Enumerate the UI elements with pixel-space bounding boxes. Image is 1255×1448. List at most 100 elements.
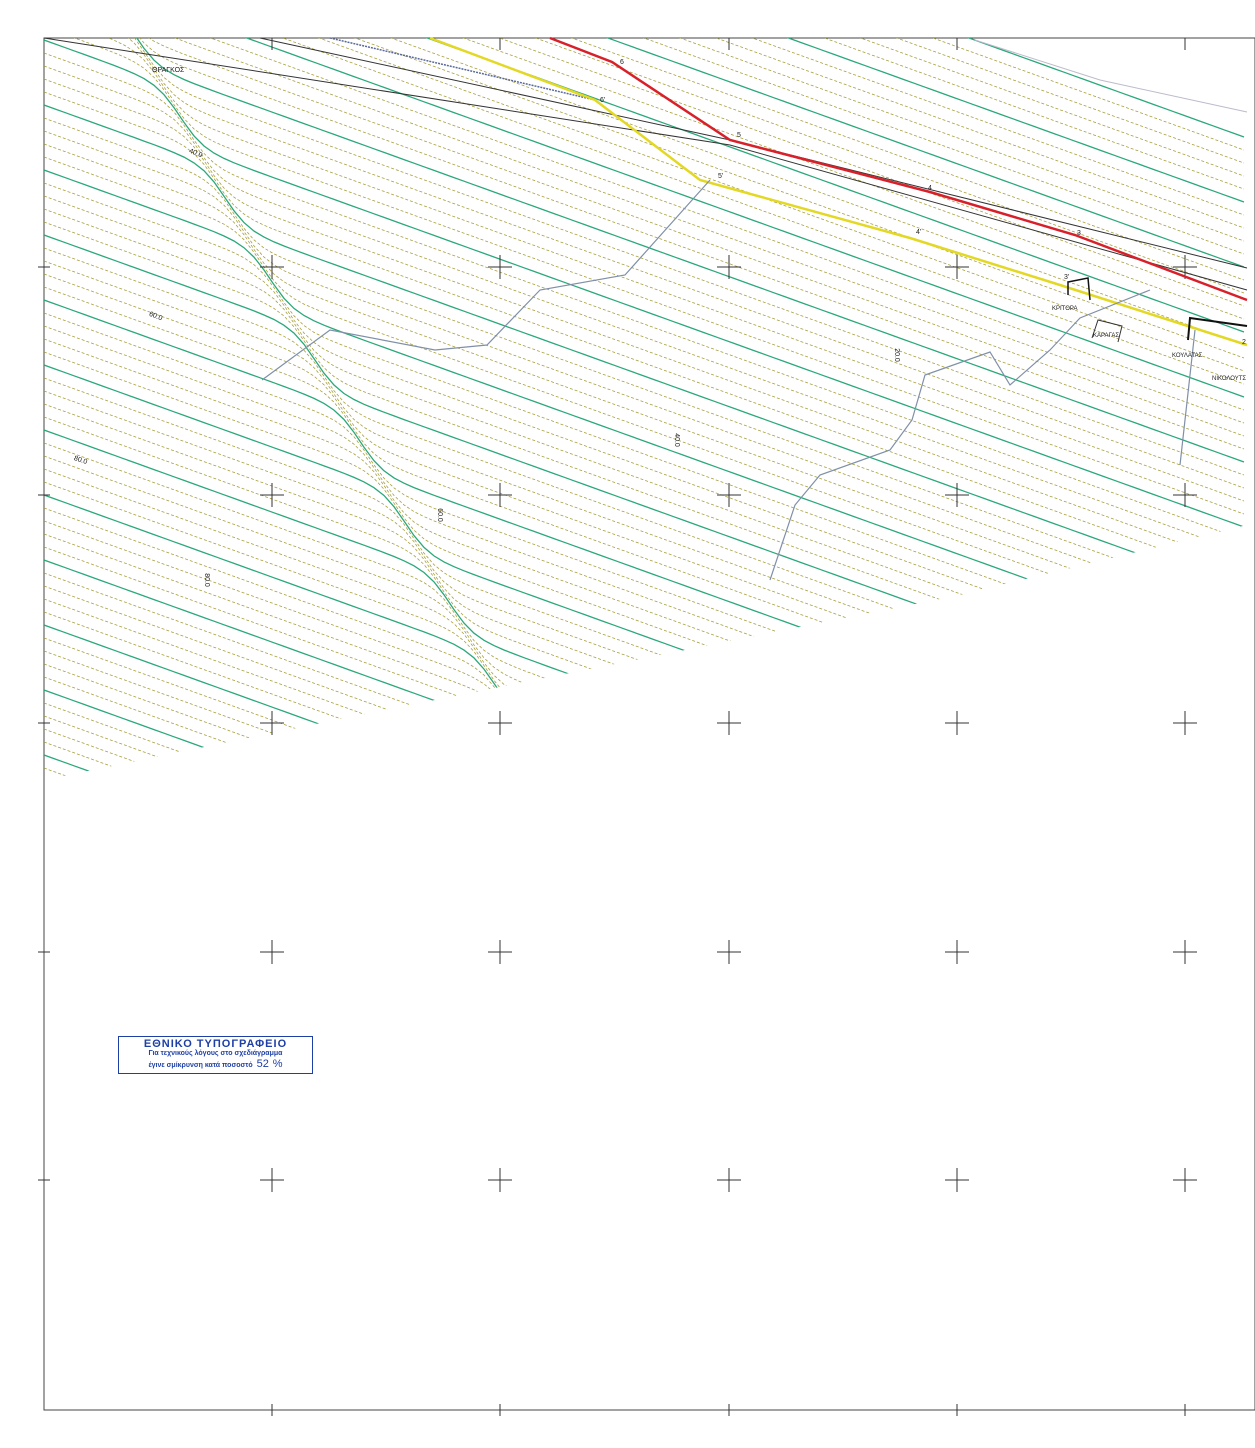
- owner-label: ΚΑΡΑΓΑΣ: [1093, 333, 1119, 339]
- contour: [44, 507, 1245, 780]
- contour-label: 60.0: [148, 311, 163, 323]
- index-contour: [44, 38, 1245, 333]
- contour: [44, 38, 1245, 385]
- index-contour: [44, 754, 1245, 780]
- contour: [44, 38, 1245, 151]
- stamp-unit: %: [272, 1058, 283, 1070]
- contour: [44, 91, 1245, 580]
- labels: ΘΡΑΓΚΟΣ 40.0 60.0 80.0 20.0 40.0 60.0 80.0 6 5 4 3…: [73, 59, 1246, 587]
- index-contour: [44, 559, 1245, 780]
- point-label: 3': [1064, 274, 1069, 281]
- index-contour: [44, 38, 1245, 138]
- owner-label: ΚΟΥΛΑΤΑΣ: [1172, 353, 1203, 359]
- index-contour: [44, 429, 1245, 780]
- road-edge: [329, 37, 596, 101]
- contour-label: 60.0: [436, 508, 443, 522]
- contour: [44, 38, 1245, 164]
- contour: [44, 195, 1245, 684]
- contour-label: 20.0: [893, 348, 900, 362]
- point-label: 5: [737, 132, 741, 139]
- building: [1091, 319, 1123, 343]
- index-contour: [44, 689, 1245, 780]
- index-contour: [44, 39, 1245, 528]
- contour: [44, 702, 1245, 780]
- contour: [44, 390, 1245, 780]
- contour: [44, 741, 1245, 780]
- index-contour: [44, 364, 1245, 780]
- contour: [44, 325, 1245, 780]
- stamp-percent: 52: [256, 1058, 269, 1070]
- contour: [44, 38, 1245, 190]
- owner-label: ΝΙΚΟΛΟΥΤΣ: [1212, 376, 1246, 382]
- contour: [44, 572, 1245, 780]
- index-contour: [44, 624, 1245, 780]
- index-contour: [44, 104, 1245, 593]
- index-contour: [44, 38, 1245, 398]
- stamp: ΕΘΝΙΚΟ ΤΥΠΟΓΡΑΦΕΙΟ Για τεχνικούς λόγους …: [118, 1036, 313, 1074]
- place-label: ΘΡΑΓΚΟΣ: [152, 67, 185, 74]
- contour: [44, 455, 1245, 780]
- contour: [44, 481, 1245, 780]
- contour: [44, 611, 1245, 780]
- contour-label: 40.0: [188, 148, 203, 160]
- index-contour: [44, 38, 1245, 268]
- contour: [44, 38, 1245, 229]
- contour: [44, 38, 1245, 372]
- contour: [44, 715, 1245, 780]
- point-label: 6': [600, 97, 605, 104]
- building: [1067, 277, 1091, 301]
- contour: [44, 663, 1245, 780]
- contour: [44, 416, 1245, 780]
- contour: [44, 38, 1245, 307]
- contours: [44, 38, 1245, 1268]
- contour: [44, 38, 1245, 320]
- contour: [44, 130, 1245, 619]
- boundary: [974, 39, 1248, 113]
- point-label: 4': [916, 229, 921, 236]
- index-contour: [44, 38, 1245, 463]
- stamp-line-2: έγινε σμίκρυνση κατά ποσοστό 52 %: [119, 1059, 312, 1071]
- contour: [44, 442, 1245, 780]
- contour-label: 80.0: [203, 573, 210, 587]
- contour: [44, 468, 1245, 780]
- contour: [44, 520, 1245, 780]
- contour: [44, 650, 1245, 780]
- road-edge: [43, 37, 1248, 291]
- contour: [44, 403, 1245, 780]
- contour: [44, 38, 1245, 502]
- contour-label: 80.0: [73, 455, 88, 466]
- contour: [44, 38, 1245, 346]
- contour: [44, 38, 1245, 424]
- index-contour: [44, 38, 1245, 203]
- stamp-title: ΕΘΝΙΚΟ ΤΥΠΟΓΡΑΦΕΙΟ: [143, 1038, 288, 1050]
- contour: [44, 182, 1245, 671]
- contour: [44, 38, 1245, 294]
- stream: [261, 179, 711, 381]
- stream: [769, 289, 1151, 581]
- contour: [44, 156, 1245, 645]
- contour: [44, 260, 1245, 749]
- building: [1187, 316, 1248, 341]
- stamp-text: έγινε σμίκρυνση κατά ποσοστό: [148, 1062, 253, 1069]
- contour: [44, 208, 1245, 697]
- contour: [44, 117, 1245, 606]
- index-contour: [44, 299, 1245, 780]
- contour: [44, 312, 1245, 780]
- contour: [44, 38, 1245, 281]
- index-contour: [44, 169, 1245, 658]
- contour: [44, 221, 1245, 710]
- red-line: [549, 36, 1248, 302]
- grid-crosses: [38, 38, 1197, 1416]
- contour: [44, 38, 1245, 177]
- contour: [44, 676, 1245, 780]
- contour: [44, 286, 1245, 775]
- contour: [44, 546, 1245, 780]
- contour: [44, 273, 1245, 762]
- contour: [44, 767, 1245, 780]
- contour: [44, 38, 1245, 216]
- contour: [44, 78, 1245, 567]
- point-label: 3: [1077, 230, 1081, 237]
- contour: [44, 781, 1244, 1268]
